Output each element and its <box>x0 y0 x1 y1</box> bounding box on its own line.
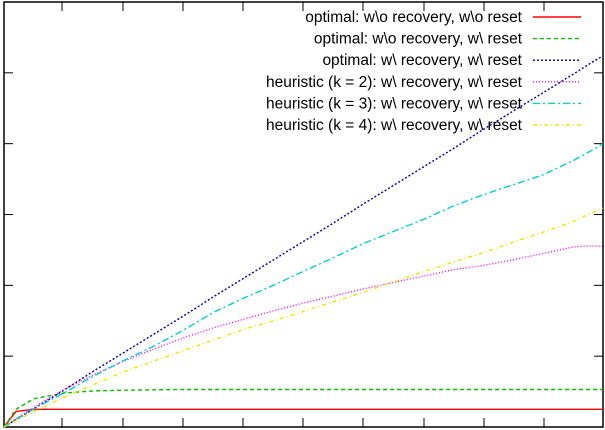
series-lines <box>3 55 604 428</box>
legend-label-4: heuristic (k = 2): w\ recovery, w\ reset <box>266 74 523 91</box>
series-line-6 <box>3 207 604 428</box>
legend-label-5: heuristic (k = 3): w\ recovery, w\ reset <box>266 95 523 112</box>
legend: optimal: w\o recovery, w\o reset optimal:… <box>266 9 581 134</box>
legend-label-6: heuristic (k = 4): w\ recovery, w\ reset <box>266 117 523 134</box>
series-line-4 <box>3 244 604 428</box>
legend-label-1: optimal: w\o recovery, w\o reset <box>305 9 522 26</box>
axis-ticks <box>4 2 603 427</box>
series-line-1 <box>3 408 603 428</box>
series-line-3 <box>3 55 604 428</box>
legend-label-3: optimal: w\ recovery, w\ reset <box>322 52 522 69</box>
series-line-2 <box>3 388 603 428</box>
legend-label-2: optimal: w\o recovery, w\ reset <box>314 31 523 48</box>
series-line-5 <box>3 143 604 428</box>
